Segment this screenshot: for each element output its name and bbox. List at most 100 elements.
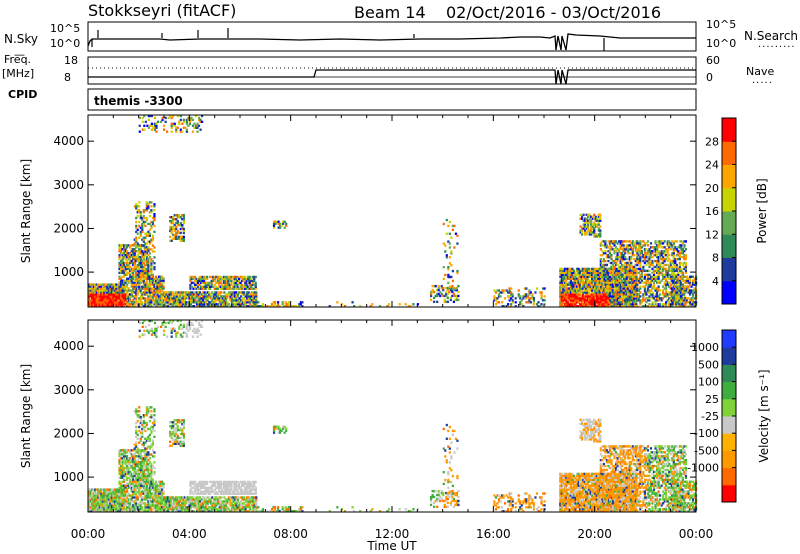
power-cell <box>669 259 672 263</box>
power-cell <box>145 203 148 206</box>
power-cell <box>179 303 182 306</box>
power-cell <box>147 207 150 210</box>
power-cell <box>582 285 585 288</box>
power-cell <box>138 299 141 302</box>
power-cell <box>648 295 651 298</box>
power-cell <box>643 289 647 292</box>
power-cell <box>637 250 640 253</box>
power-cell <box>678 303 681 306</box>
power-cell <box>569 279 573 282</box>
power-cell <box>624 281 627 284</box>
power-cell <box>127 297 130 300</box>
power-cell <box>633 265 636 269</box>
power-cell <box>584 221 587 224</box>
nsky-tick-top: 10^5 <box>50 22 81 35</box>
power-cell <box>144 287 147 290</box>
power-cell <box>617 269 621 273</box>
power-cell <box>626 297 629 300</box>
power-cell <box>621 273 624 276</box>
power-cell <box>95 291 98 294</box>
power-cell <box>195 281 198 285</box>
velocity-cell <box>110 498 113 501</box>
power-cell <box>161 118 164 122</box>
velocity-cell <box>88 492 91 495</box>
power-cell <box>118 297 121 300</box>
power-cell <box>112 285 115 288</box>
power-cell <box>221 287 224 290</box>
power-cell <box>148 287 151 290</box>
power-cell <box>559 303 562 306</box>
power-cell <box>496 289 499 292</box>
power-cell <box>147 260 150 263</box>
power-cell <box>646 277 650 280</box>
power-cell <box>455 294 459 298</box>
power-cell <box>651 279 654 282</box>
power-cells <box>88 114 698 308</box>
power-cell <box>107 289 110 292</box>
power-cell <box>611 285 615 288</box>
power-cell <box>508 289 511 292</box>
power-cell <box>233 277 236 281</box>
power-cell <box>253 299 256 302</box>
power-cell <box>110 291 113 294</box>
power-cell <box>628 261 631 265</box>
power-cell <box>448 220 451 224</box>
power-cell <box>630 301 633 304</box>
power-cell <box>677 252 680 255</box>
velocity-cell <box>97 498 100 501</box>
power-cell <box>672 259 675 263</box>
velocity-cell <box>124 492 127 495</box>
power-cell <box>148 234 151 237</box>
power-cell <box>151 236 155 239</box>
power-cell <box>619 240 622 243</box>
power-cell <box>674 246 677 249</box>
power-cell <box>586 273 589 276</box>
power-cell <box>144 252 147 255</box>
power-cell <box>97 305 100 308</box>
power-cell <box>170 297 173 300</box>
power-cell <box>244 281 247 285</box>
velocity-cell <box>100 506 103 509</box>
power-cell <box>144 244 147 247</box>
power-cell <box>585 273 588 276</box>
power-cell <box>599 279 602 282</box>
velocity-cell <box>106 492 109 495</box>
power-cell <box>148 301 151 304</box>
power-cell <box>632 283 635 286</box>
velocity-cell <box>121 449 124 452</box>
power-cell <box>127 299 130 302</box>
power-cell <box>176 229 179 233</box>
power-cell <box>252 301 255 304</box>
power-cell <box>662 265 665 269</box>
power-cell <box>150 262 153 265</box>
power-cell <box>243 293 246 296</box>
power-cell <box>605 269 609 273</box>
power-cell <box>592 275 595 278</box>
velocity-cell <box>101 506 104 509</box>
power-cell <box>92 305 95 308</box>
velocity-cell <box>97 490 100 493</box>
power-cell <box>592 295 595 298</box>
power-cell <box>145 263 148 267</box>
power-cell <box>585 227 588 230</box>
power-cell <box>493 299 496 302</box>
power-cell <box>582 213 585 216</box>
power-cell <box>624 295 627 298</box>
power-cell <box>129 246 132 249</box>
velocity-cell <box>98 490 101 493</box>
power-cell <box>136 211 139 214</box>
power-cell <box>582 267 585 271</box>
power-cell <box>148 281 151 284</box>
power-cell <box>119 244 123 247</box>
power-cell <box>566 275 569 278</box>
power-cell <box>625 244 628 247</box>
power-cell <box>206 277 209 281</box>
power-cell <box>571 289 574 292</box>
power-cell <box>568 267 571 271</box>
power-cell <box>233 279 236 283</box>
power-cell <box>657 246 660 249</box>
power-cell <box>690 283 693 286</box>
power-cell <box>136 273 139 277</box>
power-cell <box>572 271 576 275</box>
power-cell <box>253 291 256 294</box>
